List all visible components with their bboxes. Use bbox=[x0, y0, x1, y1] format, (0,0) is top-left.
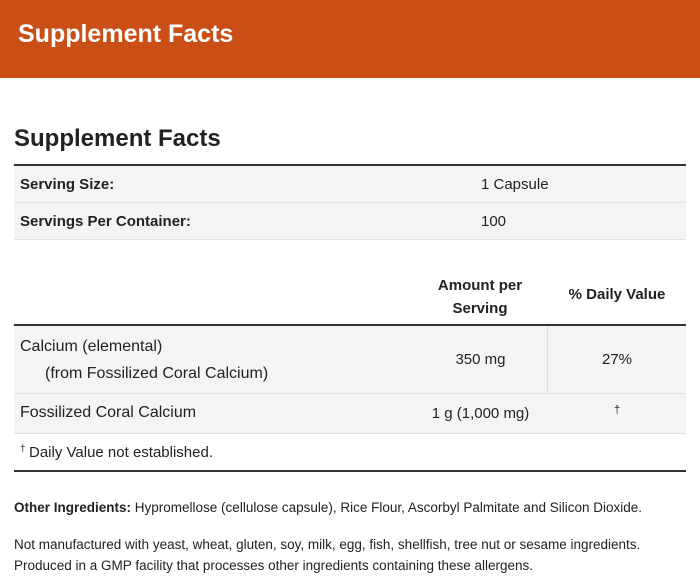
note: Produced in a GMP facility that processe… bbox=[14, 558, 534, 573]
other-ingredients: Other Ingredients: Hypromellose (cellulo… bbox=[14, 500, 642, 515]
rule bbox=[14, 164, 686, 166]
serving-label: Servings Per Container: bbox=[20, 213, 191, 230]
nutrient-name: Fossilized Coral Calcium bbox=[20, 404, 197, 421]
nutrient-dv: † bbox=[613, 404, 621, 416]
nutrient-amount: 1 g (1,000 mg) bbox=[431, 405, 530, 422]
other-text: Hypromellose (cellulose capsule), Rice F… bbox=[134, 500, 643, 515]
serving-label: Serving Size: bbox=[20, 176, 115, 193]
nutrient-row: Calcium (elemental) (from Fossilized Cor… bbox=[14, 326, 686, 394]
divider bbox=[547, 326, 548, 393]
column-header: % Daily Value bbox=[568, 286, 666, 303]
serving-row: Servings Per Container: 100 bbox=[14, 203, 686, 240]
footnote-text: Daily Value not established. bbox=[29, 444, 213, 461]
serving-row: Serving Size: 1 Capsule bbox=[14, 166, 686, 203]
header-bar: Supplement Facts bbox=[0, 0, 700, 78]
rule bbox=[14, 470, 686, 472]
footnote-symbol: † bbox=[20, 444, 26, 455]
nutrient-sub: (from Fossilized Coral Calcium) bbox=[45, 365, 269, 382]
footnote-row: † Daily Value not established. bbox=[14, 434, 686, 470]
rule bbox=[14, 324, 686, 326]
note: Not manufactured with yeast, wheat, glut… bbox=[14, 537, 641, 552]
serving-value: 100 bbox=[481, 213, 507, 230]
nutrient-dv: 27% bbox=[601, 351, 633, 368]
other-label: Other Ingredients: bbox=[14, 500, 132, 515]
serving-value: 1 Capsule bbox=[481, 176, 549, 193]
facts-title: Supplement Facts bbox=[14, 125, 221, 152]
nutrient-row: Fossilized Coral Calcium 1 g (1,000 mg) … bbox=[14, 394, 686, 434]
nutrient-name: Calcium (elemental) bbox=[20, 338, 163, 355]
column-header: Amount per Serving bbox=[437, 277, 523, 317]
header-title: Supplement Facts bbox=[18, 20, 234, 48]
nutrient-amount: 350 mg bbox=[455, 351, 506, 368]
